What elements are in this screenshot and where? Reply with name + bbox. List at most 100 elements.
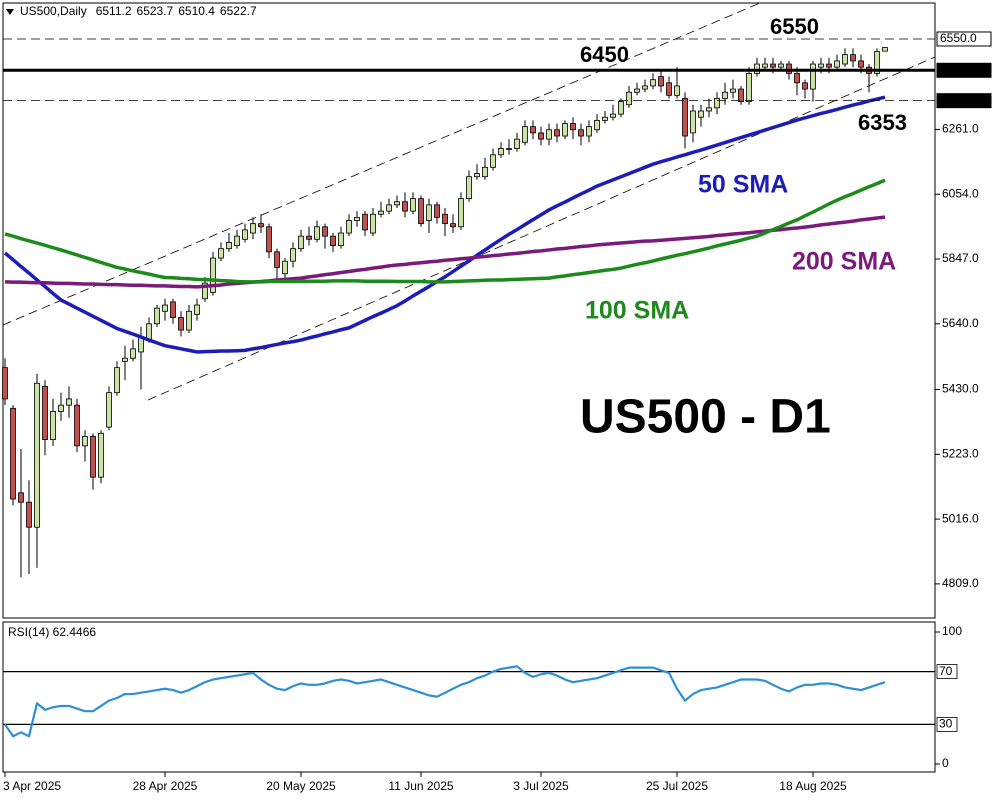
candle-body xyxy=(474,173,480,178)
candle-body xyxy=(834,60,840,68)
candle-body xyxy=(642,85,648,90)
sma-label: 50 SMA xyxy=(698,171,788,199)
candle-body xyxy=(770,63,776,68)
y-tick-label: 0 xyxy=(942,756,949,770)
candle-body xyxy=(810,63,816,90)
menu-arrow[interactable] xyxy=(6,9,14,15)
candle-body xyxy=(370,213,376,234)
candle-body xyxy=(586,126,592,137)
candle-body xyxy=(458,198,464,228)
candle-body xyxy=(186,310,192,331)
candle-body xyxy=(250,223,256,234)
candle-body xyxy=(234,235,240,246)
candle-body xyxy=(386,204,392,212)
candle-body xyxy=(538,132,544,140)
candle-body xyxy=(522,126,528,143)
candle-body xyxy=(658,76,664,87)
level-label-box xyxy=(936,93,992,109)
candle-body xyxy=(602,116,608,121)
sma-line xyxy=(4,215,886,289)
y-tick-label: 6054.0 xyxy=(942,186,979,200)
candle-body xyxy=(122,357,128,362)
candle-body xyxy=(226,242,232,250)
candle-body xyxy=(826,63,832,68)
candle-body xyxy=(130,348,136,359)
y-tick-label: 6261.0 xyxy=(942,122,979,136)
candle-body xyxy=(762,63,768,68)
candle-body xyxy=(218,248,224,259)
candle-body xyxy=(178,317,184,331)
candle-body xyxy=(114,367,120,394)
candle-body xyxy=(26,501,32,528)
candle-body xyxy=(170,301,176,318)
sma-line xyxy=(3,95,886,354)
channel-upper-line xyxy=(2,2,761,326)
candle-body xyxy=(682,98,688,137)
candle-body xyxy=(202,282,208,300)
candle-body xyxy=(514,138,520,149)
candle-body xyxy=(506,148,512,150)
rsi-level-label: 30 xyxy=(939,717,953,731)
x-tick-label: 11 Jun 2025 xyxy=(388,779,453,793)
candle-body xyxy=(722,91,728,99)
candle-body xyxy=(34,382,40,528)
candle-body xyxy=(290,248,296,262)
candle-body xyxy=(842,54,848,65)
candle-body xyxy=(306,235,312,240)
x-tick-label: 18 Aug 2025 xyxy=(779,779,847,793)
candle-body xyxy=(378,210,384,215)
candle-body xyxy=(450,223,456,228)
y-tick-label: 5016.0 xyxy=(942,511,979,525)
y-tick-label: 5847.0 xyxy=(942,251,979,265)
x-tick-label: 25 Jul 2025 xyxy=(646,779,708,793)
candle-body xyxy=(2,367,8,400)
candle-body xyxy=(714,98,720,109)
chart-label: US500 - D1 xyxy=(580,391,831,444)
symbol: US500,Daily xyxy=(20,4,87,18)
candle-body xyxy=(674,85,680,96)
candle-body xyxy=(650,79,656,87)
candle-body xyxy=(82,436,88,447)
candle-body xyxy=(738,88,744,102)
candle-body xyxy=(90,436,96,478)
candle-body xyxy=(818,63,824,68)
x-tick-label: 28 Apr 2025 xyxy=(133,779,198,793)
level-label: 6450.0 xyxy=(940,62,977,76)
candle-body xyxy=(146,323,152,340)
candle-body xyxy=(746,73,752,102)
candle-body xyxy=(98,432,104,478)
y-tick-label: 5430.0 xyxy=(942,382,979,396)
level-label: 6550.0 xyxy=(940,31,977,45)
candle-body xyxy=(210,257,216,293)
candle-body xyxy=(58,404,64,412)
candle-body xyxy=(42,385,48,441)
candle-body xyxy=(530,126,536,134)
candle-body xyxy=(634,88,640,93)
x-tick-label: 3 Jul 2025 xyxy=(513,779,569,793)
rsi-level-label: 70 xyxy=(939,664,953,678)
candle-body xyxy=(570,123,576,131)
candle-body xyxy=(666,82,672,96)
candle-body xyxy=(874,51,880,74)
candle-body xyxy=(858,60,864,68)
close: 6522.7 xyxy=(220,4,257,18)
candle-body xyxy=(322,226,328,237)
y-tick-label: 5640.0 xyxy=(942,316,979,330)
high: 6523.7 xyxy=(137,4,174,18)
level-label-box xyxy=(936,31,992,47)
candle-body xyxy=(50,411,56,441)
candle-body xyxy=(554,129,560,137)
candle-body xyxy=(74,404,80,447)
candle-body xyxy=(354,216,360,221)
candle-body xyxy=(346,220,352,234)
candle-body xyxy=(498,148,504,156)
sma-line xyxy=(4,178,886,284)
candle-body xyxy=(698,110,704,118)
y-tick-label: 100 xyxy=(942,624,962,638)
rsi-title: RSI(14) 62.4466 xyxy=(8,625,96,639)
candle-body xyxy=(794,73,800,84)
candle-body xyxy=(402,201,408,212)
candle-body xyxy=(242,229,248,240)
